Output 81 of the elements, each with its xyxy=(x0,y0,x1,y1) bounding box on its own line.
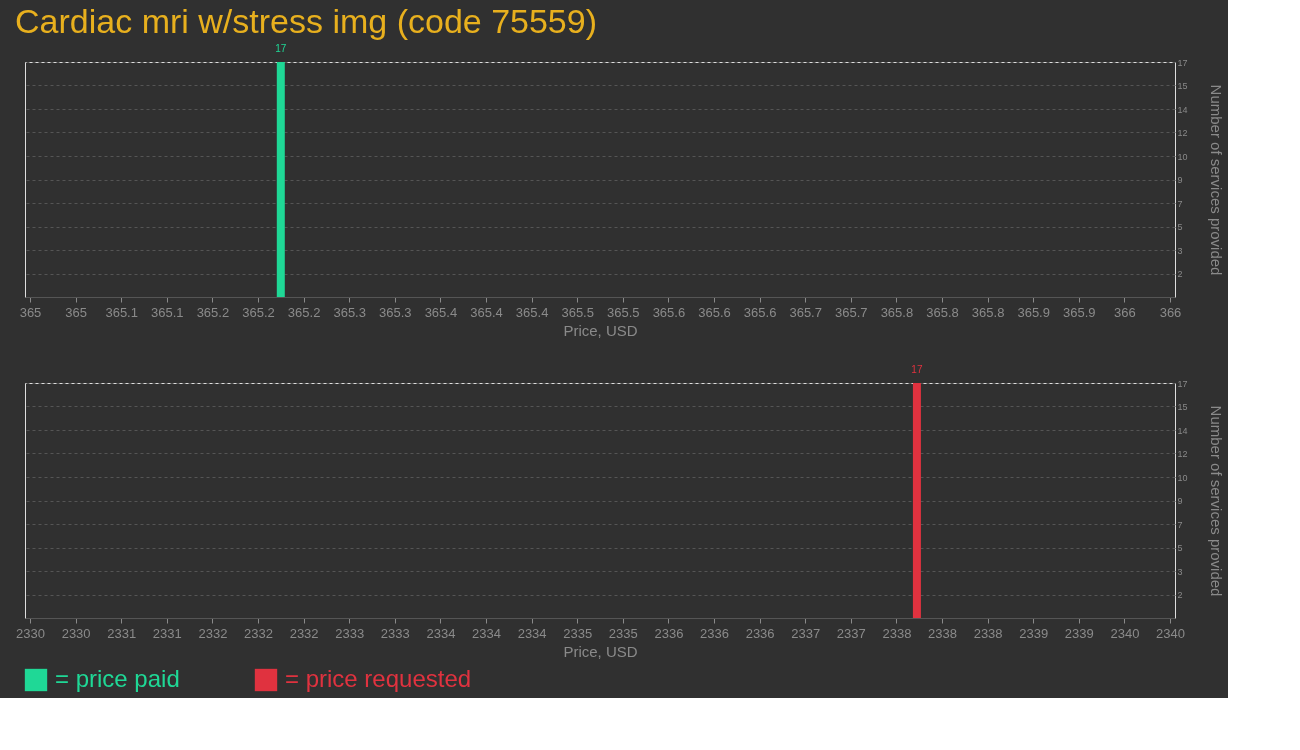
x-tick-label: 365.3 xyxy=(379,304,412,320)
x-tick-label: 365.8 xyxy=(971,304,1005,320)
x-tick-label: 2339 xyxy=(1064,625,1094,641)
x-axis-title: Price, USD xyxy=(563,321,638,339)
y-tick-label: 10 xyxy=(1177,151,1188,162)
legend-label: = price requested xyxy=(285,665,472,692)
x-tick-label: 365.1 xyxy=(105,304,138,320)
chart-title: Cardiac mri w/stress img (code 75559) xyxy=(15,1,598,40)
y-tick-label: 5 xyxy=(1177,222,1183,232)
x-tick-label: 2335 xyxy=(608,625,638,641)
y-tick-label: 5 xyxy=(1177,543,1183,553)
x-tick-label: 365.4 xyxy=(515,304,549,320)
x-tick-label: 365 xyxy=(19,304,42,320)
y-tick-label: 12 xyxy=(1177,449,1188,459)
y-tick-label: 9 xyxy=(1177,175,1183,185)
x-tick-label: 365.5 xyxy=(561,304,594,320)
x-tick-label: 2340 xyxy=(1156,625,1185,641)
y-tick-label: 7 xyxy=(1177,198,1183,209)
legend-label: = price paid xyxy=(55,665,180,692)
x-tick-label: 2332 xyxy=(244,625,273,641)
y-tick-label: 2 xyxy=(1177,269,1183,279)
y-tick-label: 3 xyxy=(1177,245,1183,256)
x-tick-label: 365.7 xyxy=(789,304,822,320)
x-tick-label: 365 xyxy=(65,304,87,320)
x-tick-label: 365.2 xyxy=(287,304,321,320)
x-tick-label: 365.4 xyxy=(424,304,458,320)
x-tick-label: 365.7 xyxy=(835,304,868,320)
x-tick-label: 2330 xyxy=(61,625,91,641)
x-tick-label: 2334 xyxy=(517,625,547,641)
x-tick-label: 365.8 xyxy=(880,304,914,320)
x-tick-label: 365.6 xyxy=(698,304,731,320)
y-tick-label: 17 xyxy=(1177,378,1188,389)
x-tick-label: 2332 xyxy=(198,625,228,641)
x-tick-label: 365.1 xyxy=(151,304,184,320)
x-tick-label: 2333 xyxy=(335,625,365,641)
y-tick-label: 14 xyxy=(1177,425,1188,436)
x-tick-label: 2338 xyxy=(973,625,1003,641)
x-tick-label: 2338 xyxy=(928,625,957,641)
x-tick-label: 2333 xyxy=(380,625,410,641)
x-tick-label: 2331 xyxy=(152,625,182,641)
y-tick-label: 7 xyxy=(1177,519,1183,530)
x-tick-label: 365.2 xyxy=(242,304,275,320)
y-tick-label: 9 xyxy=(1177,496,1183,506)
x-tick-label: 2336 xyxy=(700,625,729,641)
x-tick-label: 365.9 xyxy=(1017,304,1050,320)
x-tick-label: 366 xyxy=(1159,304,1182,320)
x-tick-label: 365.2 xyxy=(196,304,230,320)
y-axis-title: Number of services provided xyxy=(1207,84,1225,276)
y-axis-title: Number of services provided xyxy=(1207,405,1225,597)
y-tick-label: 14 xyxy=(1177,104,1188,115)
y-tick-label: 3 xyxy=(1177,566,1183,577)
x-tick-label: 2339 xyxy=(1019,625,1049,641)
data-label: 17 xyxy=(911,364,923,375)
x-tick-label: 2338 xyxy=(882,625,912,641)
x-tick-label: 2331 xyxy=(107,625,137,641)
x-axis-title: Price, USD xyxy=(563,642,638,660)
x-tick-label: 2340 xyxy=(1110,625,1140,641)
x-tick-label: 365.6 xyxy=(652,304,686,320)
y-tick-label: 12 xyxy=(1177,128,1188,138)
data-label: 17 xyxy=(275,43,287,54)
y-tick-label: 10 xyxy=(1177,472,1188,483)
x-tick-label: 365.4 xyxy=(470,304,503,320)
x-tick-label: 2335 xyxy=(563,625,593,641)
x-tick-label: 2330 xyxy=(16,625,45,641)
x-tick-label: 2332 xyxy=(289,625,319,641)
x-tick-label: 365.9 xyxy=(1063,304,1096,320)
x-tick-label: 365.8 xyxy=(926,304,959,320)
y-tick-label: 2 xyxy=(1177,590,1183,600)
x-tick-label: 2337 xyxy=(791,625,821,641)
y-tick-label: 15 xyxy=(1177,402,1188,412)
x-tick-label: 365.6 xyxy=(743,304,777,320)
x-tick-label: 366 xyxy=(1114,304,1136,320)
x-tick-label: 365.5 xyxy=(607,304,640,320)
x-tick-label: 2336 xyxy=(745,625,775,641)
y-tick-label: 15 xyxy=(1177,81,1188,91)
x-tick-label: 365.3 xyxy=(333,304,366,320)
y-tick-label: 17 xyxy=(1177,57,1188,68)
x-tick-label: 2334 xyxy=(426,625,456,641)
x-tick-label: 2336 xyxy=(654,625,684,641)
x-tick-label: 2337 xyxy=(836,625,866,641)
x-tick-label: 2334 xyxy=(472,625,501,641)
